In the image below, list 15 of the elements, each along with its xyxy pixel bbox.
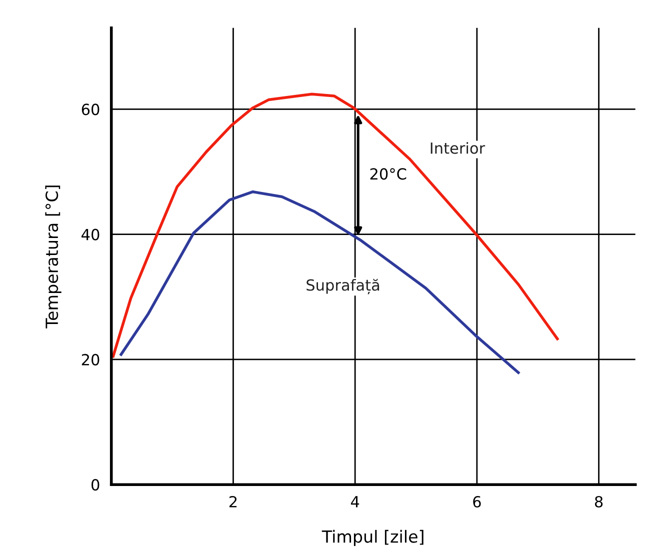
x-tick-label: 6: [473, 496, 481, 508]
x-tick-label: 2: [229, 496, 237, 508]
y-tick-label: 20: [82, 354, 100, 366]
series-label: Interior: [430, 142, 486, 154]
series-label: Suprafață: [306, 278, 380, 294]
y-axis-title: Temperatura [°C]: [45, 186, 62, 328]
annotation: 20°C: [370, 168, 406, 180]
line-series: [112, 92, 559, 358]
x-axis-title: Timpul [zile]: [322, 530, 424, 546]
x-tick-label: 8: [594, 496, 603, 508]
x-tick-label: 4: [350, 496, 360, 508]
y-tick-label: 60: [82, 104, 100, 116]
y-tick-label: 40: [82, 228, 100, 240]
y-tick-label: 0: [92, 479, 100, 491]
line-series: [120, 190, 520, 374]
